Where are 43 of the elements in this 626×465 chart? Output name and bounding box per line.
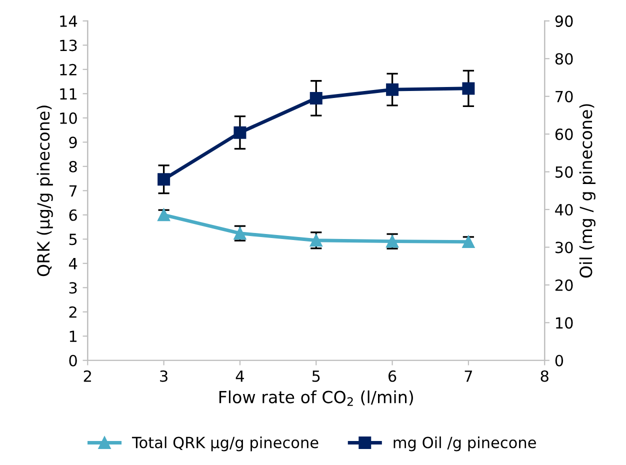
x-axis-title: Flow rate of CO$_{2}$ (l/min) [219, 390, 413, 406]
x-tick-label: 6 [388, 370, 396, 382]
y2-tick-label: 80 [555, 53, 573, 65]
y2-axis-title: Oil (mg / g pinecone) [579, 104, 596, 278]
y-tick-label: 10 [60, 112, 77, 124]
legend-label: Total QRK µg/g pinecone [132, 436, 318, 452]
y-tick-label: 11 [60, 88, 77, 100]
x-tick-label: 2 [84, 370, 91, 382]
point [310, 92, 322, 104]
point [462, 82, 475, 95]
y2-tick-label: 30 [556, 242, 573, 254]
y-tick-label: 14 [60, 16, 78, 27]
y2-tick-label: 40 [555, 204, 573, 216]
y-tick-label: 12 [60, 64, 76, 76]
y-tick-label: 5 [69, 234, 77, 246]
y-tick-label: 7 [69, 185, 77, 196]
point [310, 234, 322, 247]
y2-tick-label: 20 [555, 279, 573, 291]
y2-tick-label: 90 [555, 15, 573, 27]
point [234, 126, 246, 139]
point [158, 173, 170, 186]
y-tick-label: 2 [69, 306, 76, 318]
point [386, 83, 399, 96]
y-tick-label: 9 [69, 136, 77, 148]
y-axis-title: QRK (µg/g pinecone) [36, 106, 53, 276]
y-tick-label: 0 [69, 354, 77, 366]
y2-tick-label: 70 [556, 90, 573, 102]
y2-tick-label: 10 [556, 317, 573, 329]
y-tick-label: 6 [69, 209, 77, 221]
x-tick-label: 4 [236, 370, 244, 382]
x-tick-label: 3 [160, 370, 168, 382]
x-tick-label: 5 [312, 370, 320, 382]
y2-tick-label: 60 [555, 128, 573, 140]
y2-tick-label: 0 [555, 354, 564, 366]
y2-tick-label: 50 [556, 166, 573, 178]
y-tick-label: 4 [68, 258, 78, 270]
y-tick-label: 3 [69, 282, 77, 294]
y-tick-label: 13 [60, 40, 77, 52]
x-tick-label: 8 [540, 370, 548, 382]
y-tick-label: 8 [69, 160, 77, 172]
x-tick-label: 7 [464, 370, 472, 382]
y-tick-label: 1 [70, 330, 77, 342]
legend-label: mg Oil /g pinecone [394, 436, 536, 452]
